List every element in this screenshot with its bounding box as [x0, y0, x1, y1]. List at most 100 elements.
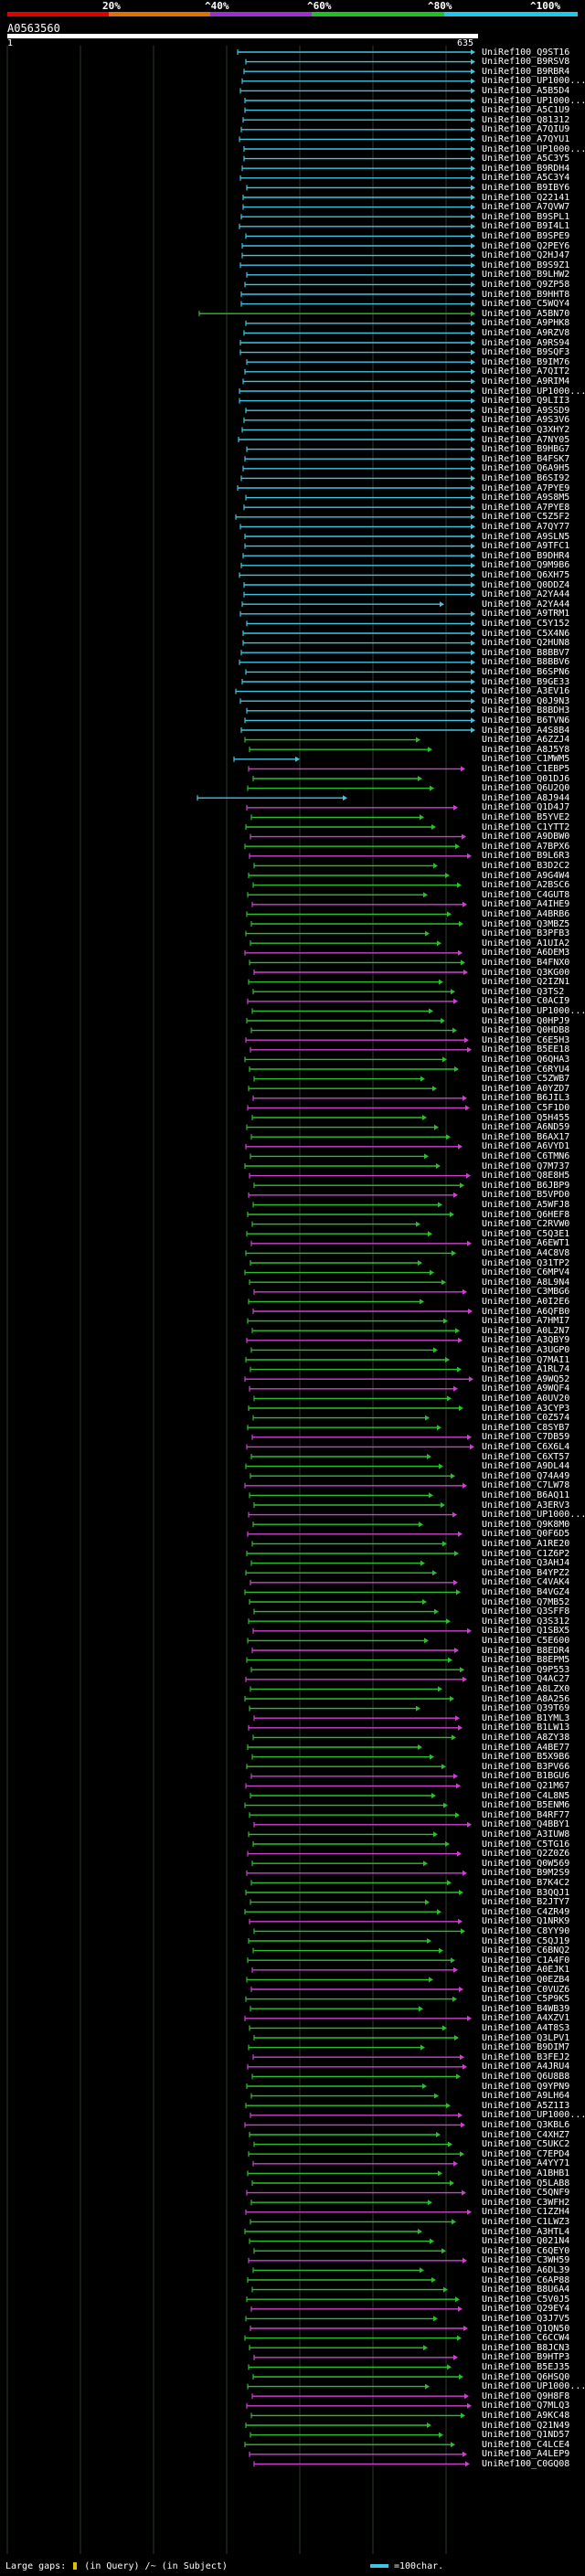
hit-label[interactable]: UniRef100_A7PYE8	[482, 502, 570, 513]
hit-label[interactable]: UniRef100_C1MWM5	[482, 754, 570, 765]
hit-label[interactable]: UniRef100_UP1000...	[482, 386, 585, 397]
hit-label[interactable]: UniRef100_C6TMN6	[482, 1150, 570, 1161]
hit-label[interactable]: UniRef100_C4GUT8	[482, 889, 570, 900]
hit-label[interactable]: UniRef100_B8JCN3	[482, 2342, 570, 2353]
hit-label[interactable]: UniRef100_B9IBY6	[482, 182, 570, 193]
hit-label[interactable]: UniRef100_A9RIM4	[482, 376, 570, 387]
hit-label[interactable]: UniRef100_C3WH59	[482, 2255, 570, 2266]
hit-label[interactable]: UniRef100_B3PV66	[482, 1761, 570, 1772]
hit-label[interactable]: UniRef100_Q2IZN1	[482, 977, 570, 988]
hit-label[interactable]: UniRef100_B8BBV6	[482, 657, 570, 668]
hit-label[interactable]: UniRef100_A6ZZJ4	[482, 735, 570, 746]
hit-label[interactable]: UniRef100_Q21N49	[482, 2420, 570, 2431]
hit-label[interactable]: UniRef100_C4ZR49	[482, 1906, 570, 1917]
hit-label[interactable]: UniRef100_A4YY71	[482, 2158, 570, 2169]
hit-label[interactable]: UniRef100_A9DBW0	[482, 832, 570, 843]
hit-label[interactable]: UniRef100_A5B5D4	[482, 85, 570, 96]
hit-label[interactable]: UniRef100_B8U6A4	[482, 2284, 570, 2295]
hit-label[interactable]: UniRef100_A2YA44	[482, 589, 570, 600]
hit-label[interactable]: UniRef100_Q3LPV1	[482, 2032, 570, 2043]
hit-label[interactable]: UniRef100_C6X6L4	[482, 1441, 570, 1452]
hit-label[interactable]: UniRef100_Q0J9N3	[482, 695, 570, 706]
hit-label[interactable]: UniRef100_B4FNX0	[482, 957, 570, 968]
hit-label[interactable]: UniRef100_B6SI92	[482, 472, 570, 483]
hit-label[interactable]: UniRef100_C6CCW4	[482, 2333, 570, 2344]
hit-label[interactable]: UniRef100_A9G4W4	[482, 870, 570, 881]
hit-label[interactable]: UniRef100_A7QY77	[482, 521, 570, 532]
hit-label[interactable]: UniRef100_Q6XH75	[482, 569, 570, 580]
hit-label[interactable]: UniRef100_A9KC48	[482, 2410, 570, 2421]
hit-label[interactable]: UniRef100_A2YA44	[482, 599, 570, 610]
hit-label[interactable]: UniRef100_A5WFJ8	[482, 1199, 570, 1210]
hit-label[interactable]: UniRef100_C1ZZH4	[482, 2207, 570, 2218]
hit-label[interactable]: UniRef100_A4IHE9	[482, 899, 570, 910]
hit-label[interactable]: UniRef100_Q1SBX5	[482, 1626, 570, 1637]
hit-label[interactable]: UniRef100_C6QEY0	[482, 2245, 570, 2256]
hit-label[interactable]: UniRef100_A4BRB6	[482, 908, 570, 919]
hit-label[interactable]: UniRef100_B4YPZ2	[482, 1567, 570, 1578]
hit-label[interactable]: UniRef100_B9DHR4	[482, 550, 570, 561]
hit-label[interactable]: UniRef100_C0ACI9	[482, 996, 570, 1007]
hit-label[interactable]: UniRef100_Q2Z0Z6	[482, 1849, 570, 1860]
hit-label[interactable]: UniRef100_C5QNF9	[482, 2188, 570, 2199]
hit-label[interactable]: UniRef100_Q0EZB4	[482, 1974, 570, 1985]
hit-label[interactable]: UniRef100_Q3S312	[482, 1616, 570, 1627]
hit-label[interactable]: UniRef100_A2BSC6	[482, 880, 570, 891]
hit-label[interactable]: UniRef100_Q3SFF8	[482, 1606, 570, 1617]
hit-label[interactable]: UniRef100_A9SSD9	[482, 405, 570, 416]
hit-label[interactable]: UniRef100_B6AQ11	[482, 1489, 570, 1500]
hit-label[interactable]: UniRef100_B3D2C2	[482, 860, 570, 871]
hit-label[interactable]: UniRef100_C5Y152	[482, 618, 570, 629]
hit-label[interactable]: UniRef100_Q74A49	[482, 1470, 570, 1481]
hit-label[interactable]: UniRef100_A9LH64	[482, 2091, 570, 2102]
hit-label[interactable]: UniRef100_Q2PEY6	[482, 240, 570, 251]
hit-label[interactable]: UniRef100_A6EWT1	[482, 1238, 570, 1249]
hit-label[interactable]: UniRef100_B9HTP3	[482, 2352, 570, 2363]
hit-label[interactable]: UniRef100_C5WQY4	[482, 299, 570, 310]
hit-label[interactable]: UniRef100_A7BPX6	[482, 841, 570, 852]
hit-label[interactable]: UniRef100_UP1000...	[482, 76, 585, 87]
hit-label[interactable]: UniRef100_B9RDH4	[482, 163, 570, 174]
hit-label[interactable]: UniRef100_A3EV16	[482, 686, 570, 697]
hit-label[interactable]: UniRef100_A7QYU1	[482, 133, 570, 144]
hit-label[interactable]: UniRef100_A5BN70	[482, 308, 570, 319]
hit-label[interactable]: UniRef100_UP1000...	[482, 2381, 585, 2392]
hit-label[interactable]: UniRef100_Q0W569	[482, 1858, 570, 1869]
hit-label[interactable]: UniRef100_A7QIU9	[482, 124, 570, 135]
hit-label[interactable]: UniRef100_C5TG16	[482, 1839, 570, 1850]
hit-label[interactable]: UniRef100_C5F1D0	[482, 1102, 570, 1113]
hit-label[interactable]: UniRef100_Q1D4J7	[482, 802, 570, 813]
hit-label[interactable]: UniRef100_B9HHT8	[482, 289, 570, 300]
hit-label[interactable]: UniRef100_B4RF77	[482, 1809, 570, 1820]
hit-label[interactable]: UniRef100_Q22141	[482, 192, 570, 203]
hit-label[interactable]: UniRef100_A0YZD7	[482, 1083, 570, 1094]
hit-label[interactable]: UniRef100_A1BHB1	[482, 2168, 570, 2178]
hit-label[interactable]: UniRef100_A3HTL4	[482, 2226, 570, 2237]
hit-label[interactable]: UniRef100_UP1000...	[482, 143, 585, 154]
hit-label[interactable]: UniRef100_B5VPD0	[482, 1190, 570, 1201]
hit-label[interactable]: UniRef100_Q0HPJ9	[482, 1015, 570, 1026]
hit-label[interactable]: UniRef100_Q9ST16	[482, 47, 570, 58]
hit-label[interactable]: UniRef100_Q3KBL6	[482, 2119, 570, 2130]
hit-label[interactable]: UniRef100_B3QQJ1	[482, 1887, 570, 1898]
hit-label[interactable]: UniRef100_Q6QHA3	[482, 1054, 570, 1065]
hit-label[interactable]: UniRef100_A0I2E6	[482, 1296, 570, 1307]
hit-label[interactable]: UniRef100_Q1QN50	[482, 2323, 570, 2334]
hit-label[interactable]: UniRef100_C1EBP5	[482, 763, 570, 774]
hit-label[interactable]: UniRef100_Q1NRK9	[482, 1916, 570, 1927]
hit-label[interactable]: UniRef100_B9RSV8	[482, 57, 570, 68]
hit-label[interactable]: UniRef100_A4S8B4	[482, 725, 570, 736]
hit-label[interactable]: UniRef100_B5X9B6	[482, 1752, 570, 1763]
hit-label[interactable]: UniRef100_Q9H8F8	[482, 2390, 570, 2401]
hit-label[interactable]: UniRef100_C4XHZ7	[482, 2129, 570, 2140]
hit-label[interactable]: UniRef100_Q8E8H5	[482, 1171, 570, 1182]
hit-label[interactable]: UniRef100_C4LCE4	[482, 2439, 570, 2450]
hit-label[interactable]: UniRef100_C4VAK4	[482, 1577, 570, 1588]
hit-label[interactable]: UniRef100_B1BGU6	[482, 1771, 570, 1782]
hit-label[interactable]: UniRef100_A0EJK1	[482, 1965, 570, 1976]
hit-label[interactable]: UniRef100_A3UGP0	[482, 1344, 570, 1355]
hit-label[interactable]: UniRef100_B9SPE9	[482, 230, 570, 241]
hit-label[interactable]: UniRef100_A7HMI7	[482, 1316, 570, 1327]
hit-label[interactable]: UniRef100_B9IM76	[482, 356, 570, 367]
hit-label[interactable]: UniRef100_B1YML3	[482, 1712, 570, 1723]
